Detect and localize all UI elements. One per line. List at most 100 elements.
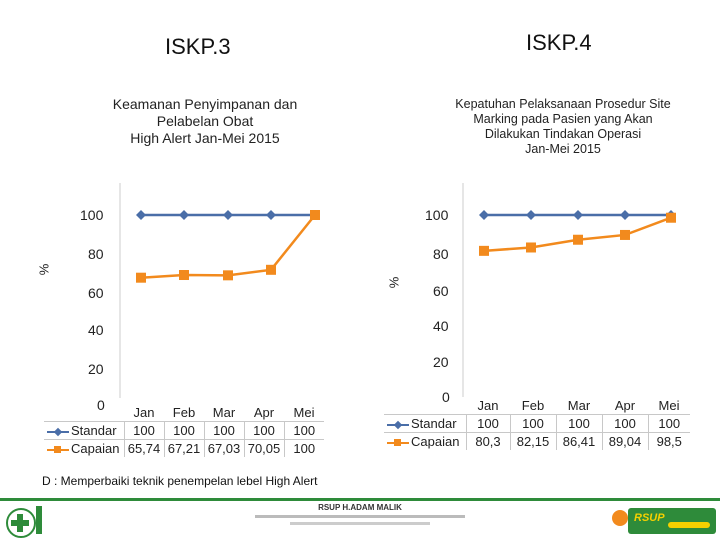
chart1-capaian-value: 67,21 [163,439,204,457]
chart1-ytick-20: 20 [88,361,104,377]
chart1-point-capaian-apr [266,264,276,275]
footer-contact-text [290,522,430,525]
improvement-note: D : Memperbaiki teknik penempelan lebel … [42,474,318,488]
chart2-capaian-row: Capaian 80,3 82,15 86,41 89,04 98,5 [384,432,690,450]
chart1-series-line-capaian [140,214,316,279]
legend-standar-marker [387,420,409,430]
chart1-ytick-40: 40 [88,322,104,338]
right-section-title: ISKP.4 [526,30,592,55]
legend-standar-marker [47,427,69,437]
chart2-title: Kepatuhan Pelaksanaan Prosedur Site Mark… [418,97,708,157]
chart2-title-line-1: Kepatuhan Pelaksanaan Prosedur Site [455,97,671,111]
chart1-point-standar-mar [223,210,233,220]
chart1-cat: Feb [172,405,196,420]
chart2-ytick-60: 60 [433,283,449,299]
footer-divider [0,498,720,501]
chart2-point-capaian-mar [573,234,583,245]
chart1-capaian-value: 67,03 [203,439,244,457]
chart2-cat: Mar [567,398,591,413]
chart2-point-standar-mar [573,210,583,220]
chart2-cat: Apr [614,398,636,413]
chart1-standar-value: 100 [243,421,284,440]
chart1-cat: Mar [212,405,236,420]
chart2-capaian-value: 89,04 [601,432,648,450]
chart2-standar-value: 100 [465,414,510,433]
chart1-ytick-60: 60 [88,285,104,301]
chart2-point-standar-feb [526,210,536,220]
legend-capaian-marker [47,445,69,455]
footer-dot [612,510,628,526]
chart2-capaian-value: 82,15 [509,432,556,450]
chart2-series-line-capaian [483,216,672,253]
chart1-title-line-3: High Alert Jan-Mei 2015 [130,130,280,146]
chart2-capaian-value: 86,41 [555,432,602,450]
chart1-data-table: Jan Feb Mar Apr Mei Standar 100 100 100 … [44,404,324,457]
chart2-point-capaian-feb [526,242,536,253]
chart2-ytick-100: 100 [425,207,449,223]
chart2-standar-label: Standar [411,416,457,431]
chart1-capaian-value: 65,74 [123,439,164,457]
chart1-cat: Apr [253,405,275,420]
footer-accent-bar [36,506,42,534]
chart1-ytick-80: 80 [88,246,104,262]
hospital-logo-text: RSUP [634,512,665,524]
footer-address-text [255,515,465,518]
chart2-capaian-value: 80,3 [465,432,510,450]
chart2-cat: Jan [477,398,499,413]
chart2-cat: Feb [521,398,545,413]
chart1-point-standar-jan [136,210,146,220]
chart1-standar-value: 100 [283,421,324,440]
chart1-title-line-1: Keamanan Penyimpanan dan [112,96,298,112]
chart1-point-standar-feb [179,210,189,220]
hospital-logo: RSUP [628,508,716,534]
chart1-standar-value: 100 [203,421,244,440]
footer: RSUP H.ADAM MALIK RSUP [0,498,720,540]
chart2-point-capaian-jan [479,245,489,256]
chart2-title-line-4: Jan-Mei 2015 [525,142,601,156]
chart1-standar-row: Standar 100 100 100 100 100 [44,421,324,440]
chart1-point-capaian-mei [310,210,320,220]
chart1-cat: Mei [293,405,315,420]
chart1-title: Keamanan Penyimpanan dan Pelabelan Obat … [70,96,340,147]
chart2-standar-value: 100 [601,414,648,433]
chart2-point-capaian-mei [666,212,676,223]
chart2-data-table: Jan Feb Mar Apr Mei Standar 100 100 100 … [384,397,690,450]
chart1-point-capaian-jan [136,272,146,283]
chart1-point-standar-apr [266,210,276,220]
chart1-standar-value: 100 [163,421,204,440]
chart1-capaian-value: 70,05 [243,439,284,457]
chart1-standar-value: 100 [123,421,164,440]
chart2-ytick-40: 40 [433,318,449,334]
chart2-title-line-3: Dilakukan Tindakan Operasi [484,127,642,141]
chart2-ytick-0: 0 [442,389,450,405]
chart2-ytick-20: 20 [433,354,449,370]
ministry-logo-icon [6,508,36,538]
chart2-cat: Mei [658,398,680,413]
footer-org-name: RSUP H.ADAM MALIK [318,503,402,512]
chart1-title-line-2: Pelabelan Obat [156,113,254,129]
chart2-capaian-value: 98,5 [647,432,690,450]
chart1-capaian-label: Capaian [71,441,120,456]
chart2-capaian-label: Capaian [411,434,460,449]
chart1-ytick-100: 100 [80,207,104,223]
chart2-point-standar-apr [620,210,630,220]
chart1-ytick-0: 0 [97,397,105,413]
chart2-category-row: Jan Feb Mar Apr Mei [384,397,690,415]
left-section-title: ISKP.3 [165,34,231,59]
chart2-standar-row: Standar 100 100 100 100 100 [384,414,690,433]
chart1-cat: Jan [133,405,155,420]
chart1-capaian-row: Capaian 65,74 67,21 67,03 70,05 100 [44,439,324,457]
chart2-standar-value: 100 [647,414,690,433]
chart2-standar-value: 100 [555,414,602,433]
chart1-point-capaian-feb [179,270,189,281]
chart2-point-standar-jan [479,210,489,220]
chart2-ytick-80: 80 [433,246,449,262]
chart1-category-row: Jan Feb Mar Apr Mei [44,404,324,422]
chart2-title-line-2: Marking pada Pasien yang Akan [473,112,653,126]
chart1-capaian-value: 100 [283,439,324,457]
chart2-standar-value: 100 [509,414,556,433]
legend-capaian-marker [387,438,409,448]
chart1-point-capaian-mar [223,270,233,281]
chart1-standar-label: Standar [71,423,117,438]
